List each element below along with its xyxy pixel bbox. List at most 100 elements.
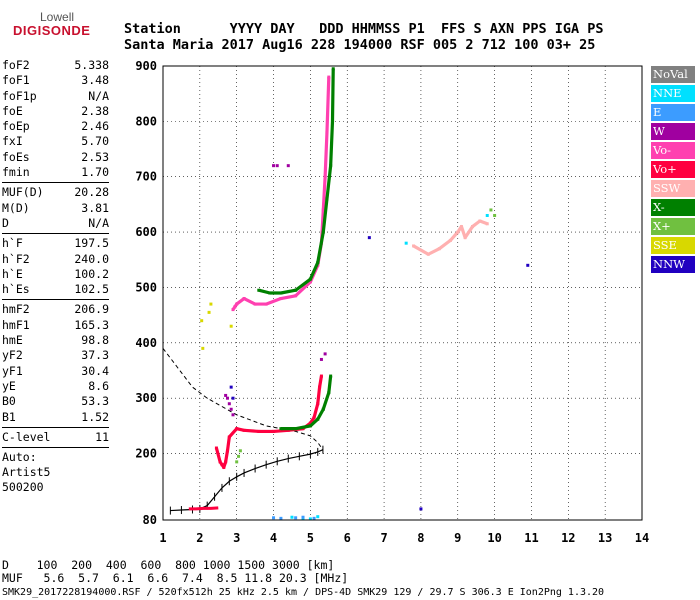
data-point (290, 515, 294, 519)
legend-item: Vo+ (651, 161, 695, 178)
data-point (319, 357, 323, 361)
data-point (264, 302, 268, 306)
legend-item: W (651, 123, 695, 140)
data-point (312, 516, 316, 520)
data-point (308, 280, 312, 284)
parameter-row: yF1 30.4 (2, 364, 109, 379)
data-point (331, 67, 335, 71)
parameter-label: yF2 (2, 348, 23, 363)
series-trace (258, 68, 335, 295)
parameter-row: hmE 98.8 (2, 333, 109, 348)
parameter-value: 102.5 (74, 282, 109, 297)
data-point (327, 75, 331, 79)
y-tick-label: 500 (135, 280, 157, 294)
parameter-label: foEp (2, 119, 30, 134)
legend-item: Vo- (651, 142, 695, 159)
parameter-value: 3.48 (81, 73, 109, 88)
plot-frame (162, 65, 643, 521)
parameter-value: 197.5 (74, 236, 109, 251)
data-point (327, 391, 331, 395)
parameter-row: D N/A (2, 216, 109, 231)
data-point (237, 454, 241, 458)
parameter-separator (2, 233, 109, 235)
parameter-value: 3.81 (81, 200, 109, 215)
parameter-panel: foF2 5.338 foF1 3.48 foF1p N/A foE 2.38 foEp 2.46… (2, 58, 109, 495)
data-point (233, 305, 237, 309)
data-point (463, 236, 467, 240)
data-point (218, 460, 222, 464)
series-trace (412, 219, 488, 256)
data-point (325, 197, 329, 201)
autoscale-line3: 500200 (2, 480, 44, 495)
data-point (323, 175, 327, 179)
series-trace (214, 375, 324, 470)
y-tick-label: 300 (135, 391, 157, 405)
data-point (404, 241, 408, 245)
legend-item: E (651, 104, 695, 121)
x-tick-label: 8 (417, 531, 424, 545)
y-tick-label: 600 (135, 225, 157, 239)
data-point (485, 213, 489, 217)
parameter-row: hmF2 206.9 (2, 302, 109, 317)
parameter-row: h`E 100.2 (2, 267, 109, 282)
data-point (220, 463, 224, 467)
data-point (323, 352, 327, 356)
data-point (319, 374, 323, 378)
parameter-label: yF1 (2, 363, 23, 378)
data-point (242, 297, 246, 301)
y-tick-label: 200 (135, 447, 157, 461)
data-point (225, 396, 229, 400)
chart-grid (163, 66, 642, 520)
series-trace (280, 375, 333, 431)
data-point (318, 385, 322, 389)
data-point (321, 407, 325, 411)
data-point (459, 225, 463, 229)
parameter-label: hmE (2, 333, 23, 348)
parameter-row: yF2 37.3 (2, 348, 109, 363)
data-point (294, 516, 298, 520)
data-point (231, 308, 235, 312)
data-point (272, 516, 276, 520)
trace-line (162, 348, 324, 450)
parameter-row: h`F 197.5 (2, 236, 109, 251)
data-point (448, 238, 452, 242)
footer-file-info: SMK29_2017228194000.RSF / 520fx512h 25 k… (2, 587, 605, 598)
parameter-value: N/A (88, 88, 109, 103)
x-tick-label: 12 (561, 531, 575, 545)
data-point (485, 222, 489, 226)
y-tick-label: 900 (135, 59, 157, 73)
data-point (321, 208, 325, 212)
parameter-value: 5.70 (81, 134, 109, 149)
parameter-value: 37.3 (81, 348, 109, 363)
data-point (227, 435, 231, 439)
x-tick-label: 9 (454, 531, 461, 545)
parameter-row: MUF(D) 20.28 (2, 185, 109, 200)
data-point (279, 291, 283, 295)
chart-axes: 1 2 3 4 5 6 7 8 9 10 11 12 13 14802003004005006007008… (135, 59, 649, 545)
data-point (229, 385, 233, 389)
data-point (275, 164, 279, 168)
data-point (222, 465, 226, 469)
parameter-label: foE (2, 103, 23, 118)
parameter-row: M(D) 3.81 (2, 201, 109, 216)
legend-item: NoVal (651, 66, 695, 83)
parameter-value: N/A (88, 215, 109, 230)
parameter-value: 100.2 (74, 266, 109, 281)
y-tick-label: 700 (135, 170, 157, 184)
parameter-label: foF1 (2, 73, 30, 88)
parameter-label: M(D) (2, 200, 30, 215)
data-point (437, 247, 441, 251)
data-point (253, 302, 257, 306)
data-point (272, 164, 276, 168)
parameter-value: 2.38 (81, 103, 109, 118)
parameter-value: 165.3 (74, 317, 109, 332)
data-point (286, 164, 290, 168)
parameter-value: 2.53 (81, 149, 109, 164)
parameter-row: foEp 2.46 (2, 119, 109, 134)
autoscale-line1: Auto: (2, 450, 37, 465)
data-point (200, 319, 204, 323)
parameter-value: 1.52 (81, 409, 109, 424)
data-point (214, 446, 218, 450)
data-point (207, 310, 211, 314)
